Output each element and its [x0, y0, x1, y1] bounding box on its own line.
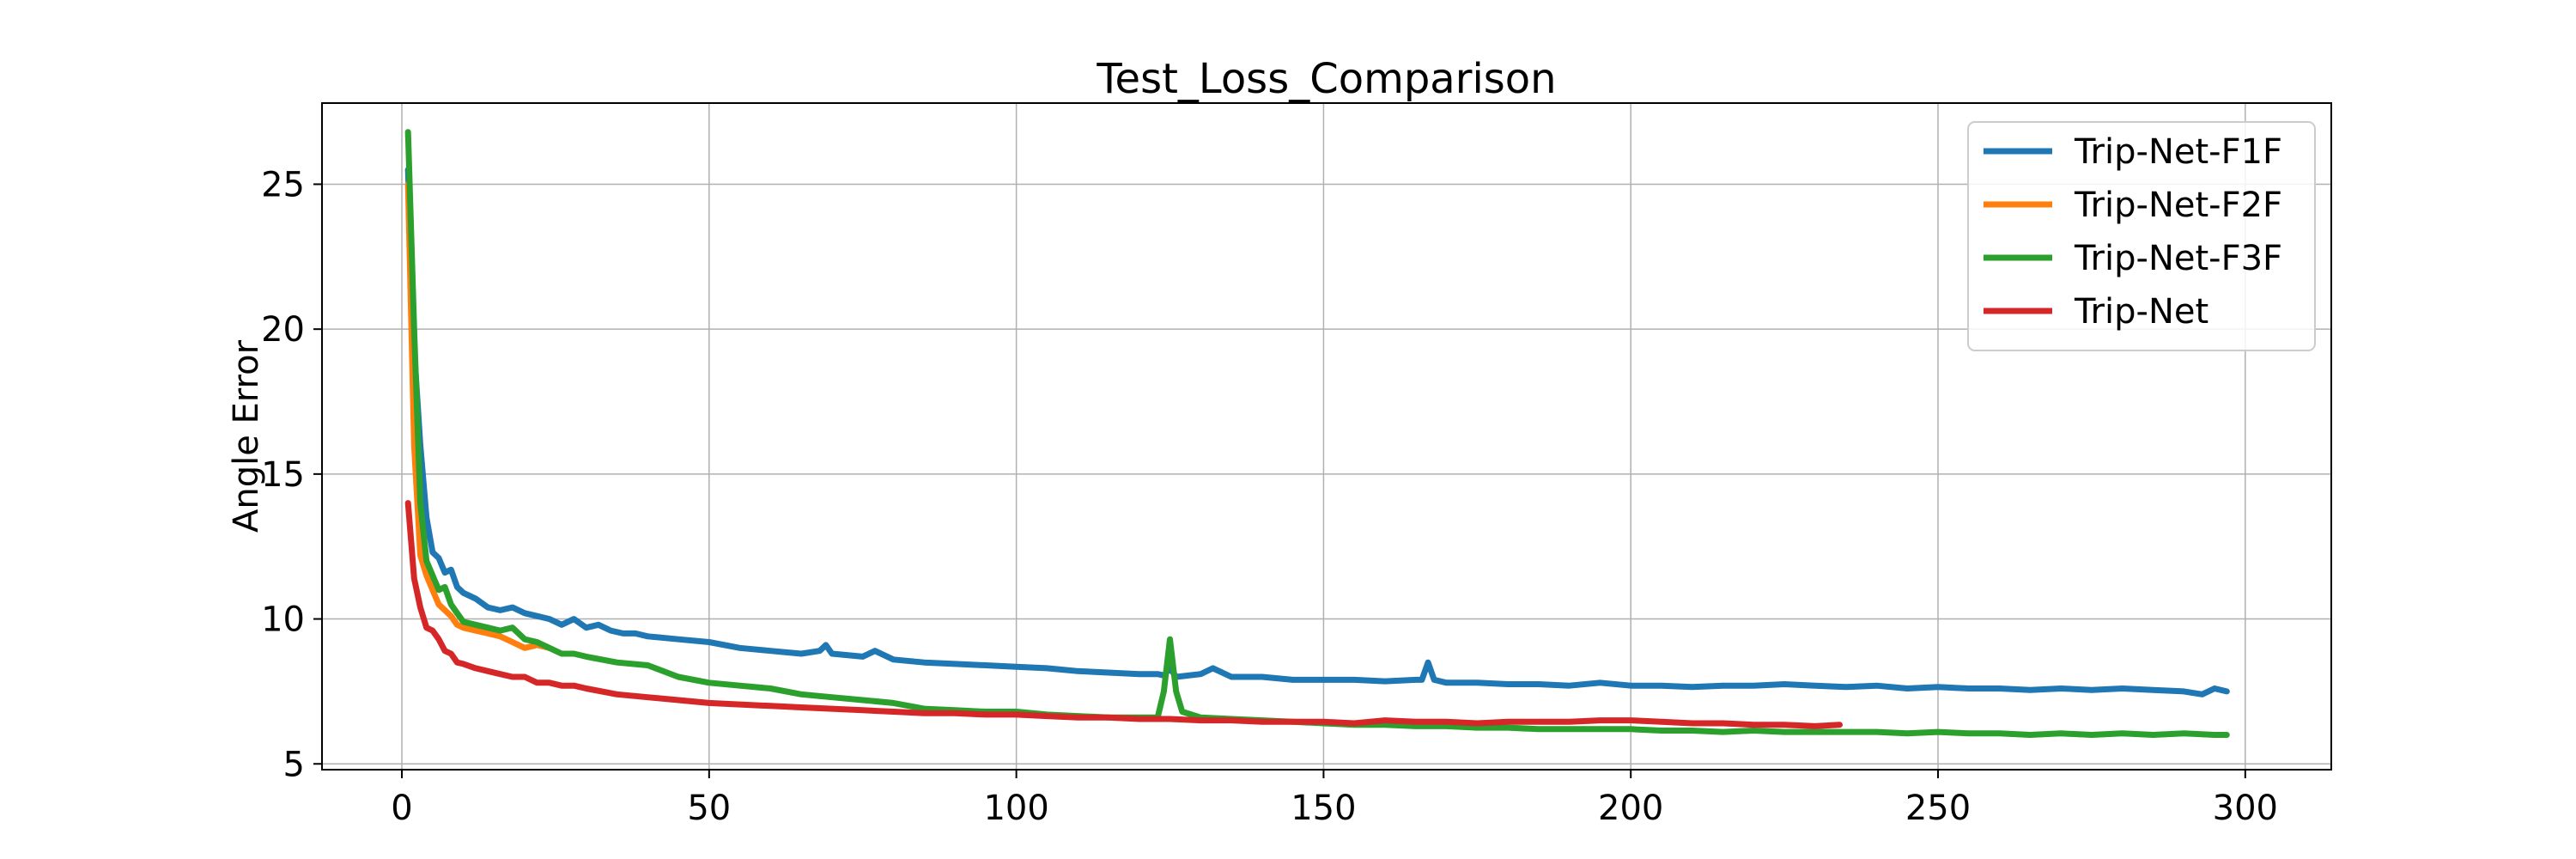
legend-entry: Trip-Net-F1F	[2074, 132, 2282, 172]
series-line-trip-net-f2f	[404, 181, 553, 651]
series-line-trip-net-f1f	[404, 167, 2230, 698]
x-tick-label: 50	[687, 789, 731, 828]
x-tick-label: 150	[1291, 789, 1356, 828]
chart-title: Test_Loss_Comparison	[1096, 55, 1556, 103]
axis-ticks: 0 50 100 150 200 250 300 5 10 15 20 25	[261, 165, 2278, 828]
x-tick-label: 250	[1905, 789, 1971, 828]
series-lines	[404, 129, 2230, 738]
series-line-trip-net	[404, 500, 1843, 729]
x-tick-label: 200	[1598, 789, 1663, 828]
legend-entry: Trip-Net	[2074, 292, 2208, 332]
y-tick-label: 15	[261, 455, 305, 495]
y-tick-label: 5	[283, 745, 305, 784]
x-tick-label: 300	[2213, 789, 2278, 828]
legend-entry: Trip-Net-F3F	[2074, 239, 2282, 278]
series-line-trip-net-f3f	[404, 129, 2230, 738]
plot-frame	[321, 102, 2332, 771]
y-tick-label: 25	[261, 165, 305, 204]
legend-entry: Trip-Net-F2F	[2074, 186, 2282, 225]
y-tick-label: 10	[261, 600, 305, 640]
y-tick-label: 20	[261, 310, 305, 350]
x-tick-label: 100	[983, 789, 1048, 828]
y-axis-label: Angle Error	[227, 339, 266, 533]
legend-box	[1967, 121, 2316, 351]
legend: Trip-Net-F1F Trip-Net-F2F Trip-Net-F3F Trip…	[1967, 121, 2316, 351]
x-tick-label: 0	[391, 789, 412, 828]
